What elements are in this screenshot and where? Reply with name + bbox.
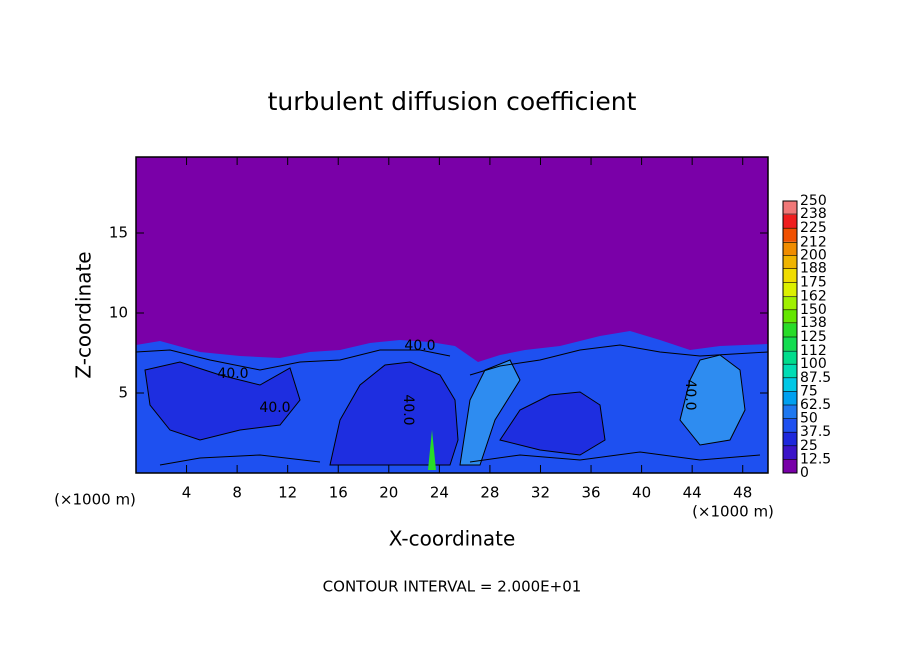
colorbar-swatch [783,241,797,256]
colorbar-label: 150 [800,302,827,318]
x-tick-label: 12 [278,484,297,502]
x-tick-label: 40 [632,484,651,502]
colorbar-swatch [783,228,797,242]
colorbar-swatch [783,255,797,269]
contour-label: 40.0 [259,400,290,416]
y-axis-label: Z-coordinate [72,251,96,378]
x-tick-label: 24 [430,484,449,502]
colorbar-swatch [783,350,797,365]
field-region [428,430,436,470]
y-tick-label: 5 [118,384,128,402]
y-tick-label: 10 [109,304,128,322]
contour-label: 40.0 [217,366,248,382]
colorbar-label: 188 [800,260,827,276]
x-tick-label: 20 [379,484,398,502]
chart-title: turbulent diffusion coefficient [268,87,637,116]
colorbar-swatch [783,377,797,392]
colorbar-swatch [783,459,797,473]
colorbar-label: 25 [800,438,818,454]
colorbar-label: 138 [800,315,827,331]
colorbar-label: 12.5 [800,451,831,467]
colorbar-swatch [783,201,797,215]
contour-label: 40.0 [400,394,416,425]
colorbar-label: 87.5 [800,370,831,386]
colorbar-label: 62.5 [800,397,831,413]
y-tick-label: 15 [109,224,128,242]
colorbar-label: 250 [800,193,827,209]
field-region [144,361,301,441]
x-tick-label: 4 [182,484,192,502]
colorbar-swatch [783,418,797,433]
colorbar-label: 125 [800,329,827,345]
field-region [679,354,746,446]
field-region [499,391,606,456]
colorbar-swatch [783,323,797,337]
colorbar-swatch [783,445,797,460]
colorbar-label: 175 [800,275,827,291]
x-axis-label: X-coordinate [389,527,516,551]
colorbar-label: 212 [800,234,827,250]
colorbar-label: 112 [800,343,827,359]
field-region [329,361,459,466]
colorbar-swatch [783,269,797,283]
colorbar-swatch [783,309,797,324]
colorbar-label: 225 [800,220,827,236]
colorbar-label: 200 [800,247,827,263]
x-unit-label: (×1000 m) [692,503,774,521]
colorbar-label: 238 [800,206,827,222]
contour-line [159,451,761,466]
x-tick-label: 8 [232,484,242,502]
x-tick-label: 16 [329,484,348,502]
contour-label: 40.0 [404,338,435,354]
colorbar-label: 162 [800,289,827,305]
x-tick-label: 32 [531,484,550,502]
field-region [459,359,521,466]
colorbar-label: 37.5 [800,424,831,440]
colorbar-label: 0 [800,465,809,481]
colorbar-swatch [783,405,797,419]
colorbar-swatch [783,214,797,229]
colorbar-swatch [783,296,797,310]
colorbar-swatch [783,391,797,405]
contour-line [135,344,769,376]
colorbar-label: 50 [800,411,818,427]
colorbar-label: 100 [800,356,827,372]
field [135,157,769,473]
footnote: CONTOUR INTERVAL = 2.000E+01 [323,578,582,596]
colorbar-swatch [783,364,797,378]
plot-frame [135,156,769,474]
colorbar-label: 75 [800,383,818,399]
colorbar-swatch [783,282,797,297]
x-tick-label: 48 [733,484,752,502]
colorbar-swatch [783,337,797,351]
colorbar-swatch [783,432,797,446]
x-tick-label: 36 [581,484,600,502]
x-tick-label: 28 [480,484,499,502]
x-unit-label: (×1000 m) [54,491,136,509]
contour-label: 40.0 [682,379,698,410]
x-tick-label: 44 [683,484,702,502]
